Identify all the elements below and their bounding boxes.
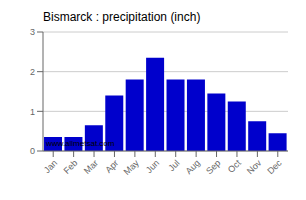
svg-text:Dec: Dec bbox=[265, 158, 284, 177]
svg-text:Jul: Jul bbox=[166, 158, 181, 173]
html-text:www.allmetsat.com: www.allmetsat.com bbox=[46, 139, 115, 148]
svg-text:Feb: Feb bbox=[62, 158, 80, 176]
svg-text:2: 2 bbox=[30, 67, 35, 77]
svg-text:1: 1 bbox=[30, 107, 35, 117]
svg-text:Apr: Apr bbox=[103, 158, 120, 175]
svg-text:Jun: Jun bbox=[144, 158, 161, 175]
svg-text:Nov: Nov bbox=[245, 158, 264, 177]
svg-text:3: 3 bbox=[30, 27, 35, 37]
svg-text:Mar: Mar bbox=[82, 158, 100, 176]
svg-text:Aug: Aug bbox=[184, 158, 202, 176]
svg-text:May: May bbox=[122, 158, 141, 177]
svg-text:Oct: Oct bbox=[226, 158, 243, 175]
svg-text:Sep: Sep bbox=[204, 158, 222, 176]
svg-text:Jan: Jan bbox=[42, 158, 59, 175]
html-text:Bismarck : precipitation (inch: Bismarck : precipitation (inch) bbox=[43, 10, 201, 24]
svg-text:0: 0 bbox=[30, 146, 35, 156]
